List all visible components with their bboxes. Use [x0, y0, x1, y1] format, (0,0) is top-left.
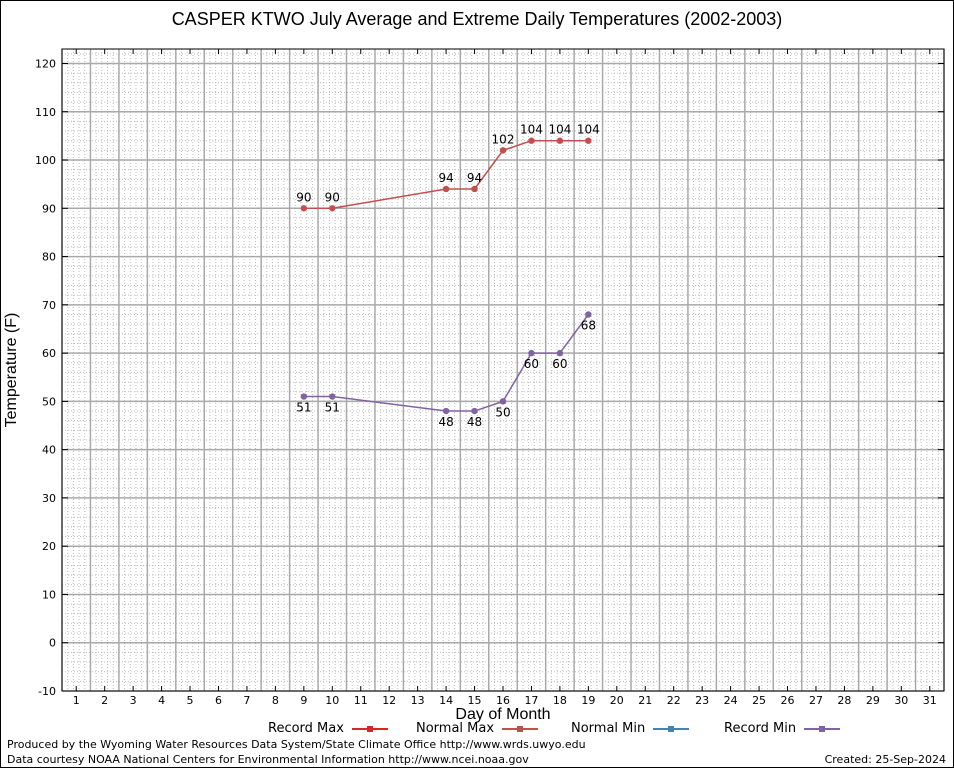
data-point-record-min — [585, 311, 592, 318]
legend-label-normal-max: Normal Max — [416, 721, 495, 736]
data-point-normal-max — [585, 137, 592, 144]
x-tick-label: 29 — [866, 694, 880, 707]
x-tick-label: 23 — [695, 694, 709, 707]
data-label-normal-max: 94 — [467, 171, 482, 185]
y-tick-label: 60 — [42, 347, 56, 360]
x-tick-label: 27 — [809, 694, 823, 707]
series-line-normal-max — [303, 139, 589, 210]
footer-created-date: Created: 25-Sep-2024 — [824, 753, 946, 766]
legend-label-record-max: Record Max — [268, 721, 344, 736]
y-tick-label: 10 — [42, 588, 56, 601]
series-line-record-min — [303, 314, 589, 412]
x-tick-label: 16 — [496, 694, 510, 707]
data-point-normal-max — [442, 185, 450, 193]
x-tick-label: 12 — [382, 694, 396, 707]
data-point-record-min — [300, 393, 308, 400]
data-label-record-min: 51 — [296, 401, 311, 415]
x-tick-label: 10 — [325, 694, 339, 707]
y-tick-label: 30 — [42, 492, 56, 505]
data-label-normal-max: 104 — [577, 123, 600, 137]
x-tick-label: 7 — [243, 694, 250, 707]
x-tick-label: 26 — [781, 694, 795, 707]
x-tick-label: 9 — [300, 694, 307, 707]
legend-item-normal-max: Normal Max — [416, 721, 539, 736]
x-tick-label: 19 — [581, 694, 595, 707]
footer-produced-by: Produced by the Wyoming Water Resources … — [7, 738, 586, 751]
legend-label-record-min: Record Min — [724, 721, 797, 736]
x-tick-label: 25 — [752, 694, 766, 707]
y-tick-label: 100 — [35, 154, 56, 167]
x-tick-label: 22 — [667, 694, 681, 707]
y-tick-label: 90 — [42, 202, 56, 215]
data-point-normal-max — [556, 137, 564, 144]
x-tick-label: 3 — [130, 694, 137, 707]
data-label-normal-max: 90 — [296, 190, 311, 204]
data-point-normal-max — [300, 205, 308, 212]
y-tick-label: 110 — [35, 106, 56, 119]
data-label-record-min: 51 — [325, 401, 340, 415]
data-point-record-min — [471, 407, 478, 415]
chart-title: CASPER KTWO July Average and Extreme Dai… — [171, 9, 783, 29]
x-axis-label: Day of Month — [455, 706, 551, 723]
legend: Record Max Normal Max Normal Min Record … — [0, 721, 954, 739]
x-tick-label: 1 — [73, 694, 80, 707]
data-point-normal-max — [528, 137, 535, 144]
x-tick-label: 24 — [724, 694, 738, 707]
legend-swatch-normal-min — [653, 725, 690, 732]
data-label-normal-max: 94 — [438, 171, 453, 185]
legend-label-normal-min: Normal Min — [571, 721, 646, 736]
data-point-record-min — [556, 349, 564, 357]
data-label-record-min: 50 — [495, 405, 510, 419]
data-label-record-min: 60 — [552, 357, 567, 371]
x-tick-label: 31 — [923, 694, 937, 707]
data-point-record-min — [329, 393, 336, 400]
x-tick-label: 4 — [158, 694, 165, 707]
x-tick-label: 13 — [411, 694, 425, 707]
legend-swatch-record-max — [351, 725, 388, 732]
x-tick-label: 14 — [439, 694, 453, 707]
data-point-record-min — [499, 398, 507, 405]
data-point-normal-max — [329, 205, 336, 212]
data-label-normal-max: 102 — [492, 132, 515, 146]
x-tick-label: 21 — [638, 694, 652, 707]
legend-swatch-record-min — [804, 725, 841, 732]
data-point-normal-max — [471, 185, 478, 193]
data-point-normal-max — [499, 147, 507, 154]
data-label-normal-max: 104 — [520, 123, 543, 137]
x-tick-label: 18 — [553, 694, 567, 707]
x-tick-label: 15 — [468, 694, 482, 707]
x-tick-label: 20 — [610, 694, 624, 707]
data-label-record-min: 48 — [438, 415, 453, 429]
legend-swatch-normal-max — [502, 725, 539, 732]
y-tick-label: 120 — [35, 57, 56, 70]
x-tick-label: 6 — [215, 694, 222, 707]
data-label-record-min: 60 — [524, 357, 539, 371]
x-tick-label: 5 — [187, 694, 194, 707]
legend-item-normal-min: Normal Min — [571, 721, 690, 736]
y-tick-label: 40 — [42, 444, 56, 457]
y-tick-label: 80 — [42, 251, 56, 264]
data-label-record-min: 48 — [467, 415, 482, 429]
x-tick-label: 28 — [837, 694, 851, 707]
y-tick-label: 0 — [49, 637, 56, 650]
data-label-record-min: 68 — [581, 318, 596, 332]
x-tick-label: 2 — [101, 694, 108, 707]
y-tick-label: -10 — [38, 685, 56, 698]
data-point-record-min — [528, 349, 535, 357]
data-label-normal-max: 90 — [325, 190, 340, 204]
legend-item-record-max: Record Max — [268, 721, 388, 736]
footer-data-courtesy: Data courtesy NOAA National Centers for … — [7, 753, 529, 766]
data-point-record-min — [442, 407, 450, 415]
legend-item-record-min: Record Min — [724, 721, 841, 736]
x-tick-label: 8 — [272, 694, 279, 707]
x-tick-label: 30 — [894, 694, 908, 707]
y-tick-label: 70 — [42, 299, 56, 312]
x-tick-label: 17 — [524, 694, 538, 707]
y-tick-label: 50 — [42, 395, 56, 408]
y-tick-label: 20 — [42, 540, 56, 553]
x-tick-label: 11 — [354, 694, 368, 707]
data-label-normal-max: 104 — [548, 123, 571, 137]
